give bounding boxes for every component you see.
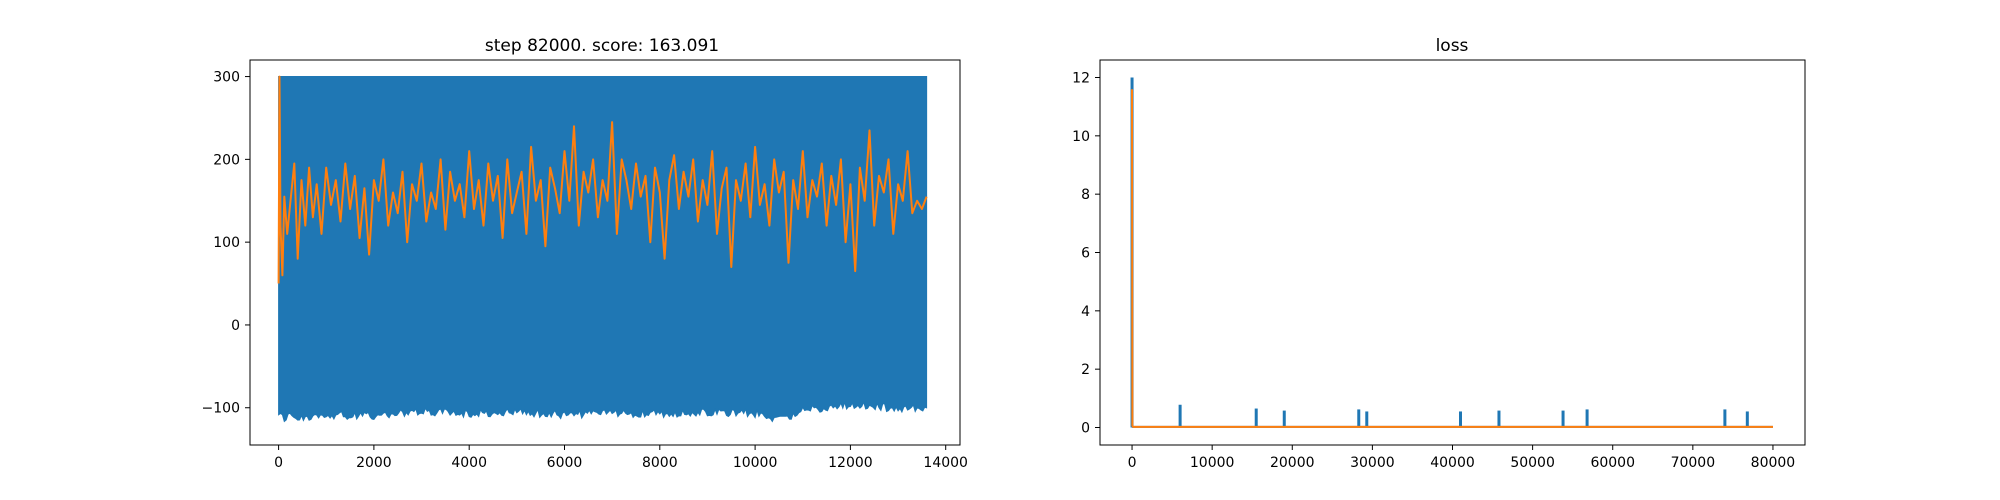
x-tick-label: 14000 — [923, 455, 968, 471]
y-tick-label: 300 — [213, 70, 240, 86]
series-1-line — [277, 75, 928, 284]
x-axis: 0 2000 4000 6000 8000 10000 12000 14000 — [274, 445, 968, 471]
x-tick-label: 0 — [1128, 455, 1137, 471]
score-chart: step 82000. score: 163.091 0 2000 4000 6000… — [202, 36, 968, 471]
y-tick-label: 10 — [1072, 129, 1090, 145]
y-tick-label: 0 — [1081, 421, 1090, 437]
x-tick-label: 8000 — [642, 455, 678, 471]
x-tick-label: 10000 — [1190, 455, 1235, 471]
x-tick-label: 10000 — [733, 455, 778, 471]
x-tick-label: 60000 — [1590, 455, 1635, 471]
x-tick-label: 30000 — [1350, 455, 1395, 471]
x-tick-label: 12000 — [828, 455, 873, 471]
x-tick-label: 2000 — [356, 455, 392, 471]
x-tick-label: 70000 — [1671, 455, 1716, 471]
chart-title: loss — [1436, 36, 1469, 56]
x-tick-label: 0 — [274, 455, 283, 471]
x-tick-label: 50000 — [1510, 455, 1555, 471]
series-1-line — [1131, 89, 1773, 428]
y-axis: −100 0 100 200 300 — [202, 70, 250, 417]
y-tick-label: 12 — [1072, 71, 1090, 87]
x-tick-label: 40000 — [1430, 455, 1475, 471]
y-tick-label: 2 — [1081, 362, 1090, 378]
series-0-band — [278, 76, 928, 423]
axes-frame — [249, 59, 961, 446]
x-tick-label: 20000 — [1270, 455, 1315, 471]
y-tick-label: −100 — [202, 401, 240, 417]
plot-area — [277, 75, 928, 423]
loss-chart: loss 0 10000 20000 30000 40000 50000 60000 7000… — [1072, 36, 1806, 471]
chart-title: step 82000. score: 163.091 — [485, 36, 719, 56]
y-tick-label: 4 — [1081, 304, 1090, 320]
y-tick-label: 200 — [213, 152, 240, 168]
y-tick-label: 100 — [213, 235, 240, 251]
x-tick-label: 6000 — [547, 455, 583, 471]
y-tick-label: 6 — [1081, 246, 1090, 262]
x-tick-label: 4000 — [451, 455, 487, 471]
x-axis: 0 10000 20000 30000 40000 50000 60000 70000 8000… — [1128, 445, 1796, 471]
y-tick-label: 8 — [1081, 187, 1090, 203]
x-tick-label: 80000 — [1751, 455, 1796, 471]
y-axis: 0 2 4 6 8 10 12 — [1072, 71, 1100, 437]
plot-area — [1130, 77, 1773, 428]
y-tick-label: 0 — [231, 318, 240, 334]
